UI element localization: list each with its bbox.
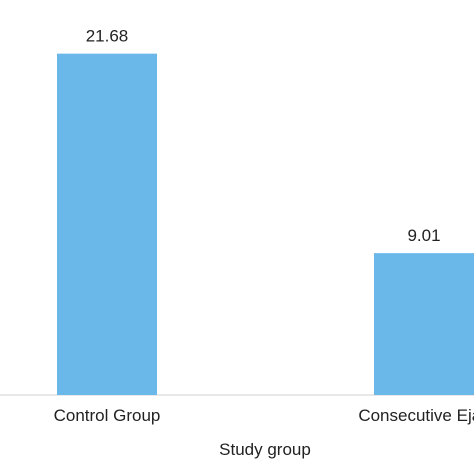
data-label-1: 9.01: [407, 226, 440, 245]
bar-0: [57, 53, 157, 395]
data-labels-layer: 21.68 9.01: [86, 27, 441, 245]
data-label-0: 21.68: [86, 27, 129, 46]
x-tick-labels-layer: Control Group Consecutive Ejac: [54, 406, 474, 425]
x-tick-label-0: Control Group: [54, 406, 161, 425]
x-tick-label-1: Consecutive Ejac: [358, 406, 474, 425]
bar-1: [374, 253, 474, 395]
x-axis-title: Study group: [219, 440, 311, 459]
bars-layer: [57, 53, 474, 395]
